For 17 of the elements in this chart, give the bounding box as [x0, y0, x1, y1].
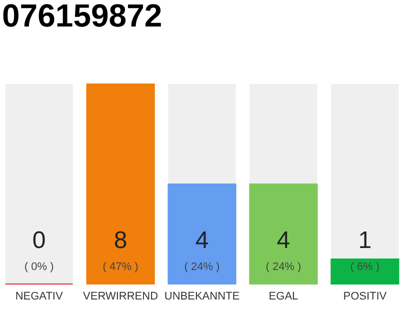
- annotation: ( 24% ): [184, 261, 220, 273]
- data-label: 0: [32, 227, 46, 254]
- data-label: 1: [358, 227, 372, 254]
- annotation: ( 6% ): [350, 261, 380, 273]
- x-tick-label: POSITIV: [343, 290, 388, 302]
- x-tick-label: EGAL: [268, 290, 298, 302]
- data-label: 4: [195, 227, 209, 254]
- annotation: ( 0% ): [24, 261, 54, 273]
- chart-title: 076159872: [2, 0, 162, 34]
- x-tick-label: UNBEKANNTE: [164, 290, 240, 302]
- x-tick-label: NEGATIV: [15, 290, 64, 302]
- data-label: 8: [114, 227, 128, 254]
- annotation: ( 24% ): [266, 261, 302, 273]
- x-tick-label: VERWIRREND: [83, 290, 158, 302]
- annotation: ( 47% ): [102, 261, 138, 273]
- data-label: 4: [276, 227, 290, 254]
- bar: [330, 258, 400, 284]
